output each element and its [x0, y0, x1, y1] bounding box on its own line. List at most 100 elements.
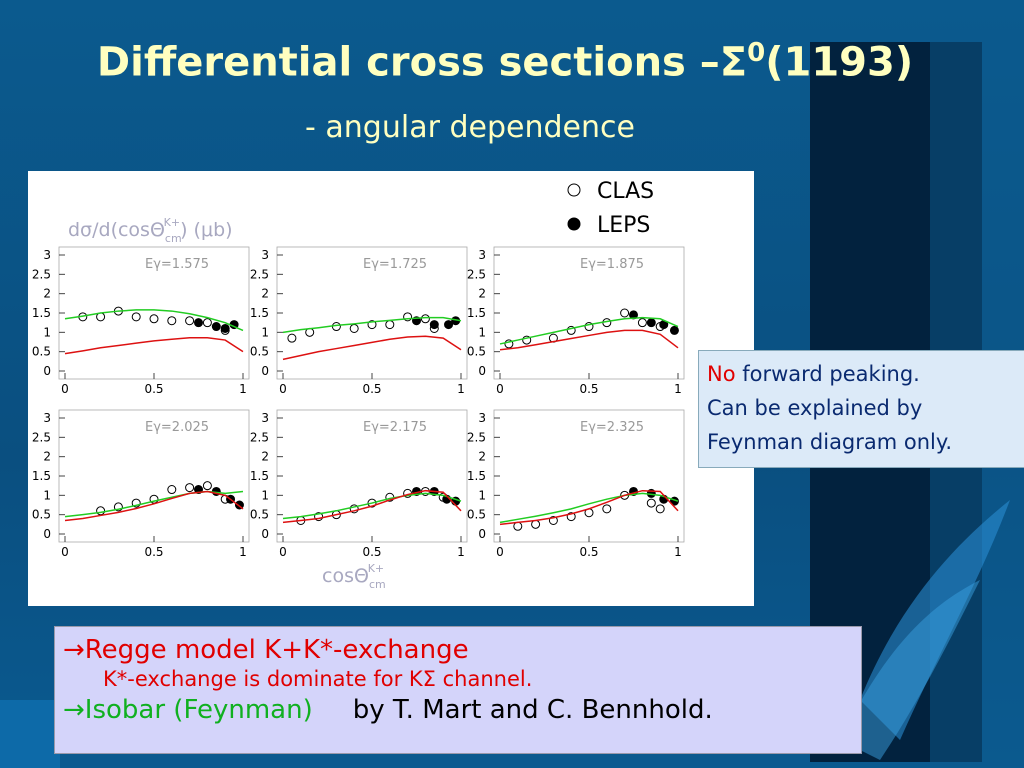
x-tick-label: 0.5 [579, 545, 598, 559]
footer-line: →Isobar (Feynman) by T. Mart and C. Bennh… [63, 695, 853, 725]
model-curve [64, 490, 244, 522]
note-line: Can be explained by [707, 396, 923, 420]
x-tick-label: 0 [279, 545, 287, 559]
note-line: Feynman diagram only. [707, 430, 952, 454]
note-highlight: No [707, 362, 736, 386]
y-tick-label: 2 [478, 450, 486, 464]
y-tick-label: 2 [261, 450, 269, 464]
open-marker [349, 504, 359, 514]
open-marker [202, 481, 212, 491]
open-marker [522, 335, 532, 345]
open-marker [367, 320, 377, 330]
y-tick-label: 3 [478, 248, 486, 262]
y-tick-label: 1.5 [32, 306, 51, 320]
x-tick-label: 0 [496, 382, 504, 396]
x-tick-label: 0 [279, 382, 287, 396]
open-marker [584, 322, 594, 332]
y-tick-label: 1 [261, 488, 269, 502]
y-tick-label: 0.5 [250, 345, 269, 359]
isobar-text: →Isobar (Feynman) [63, 695, 313, 725]
energy-label: Eγ=1.875 [580, 257, 644, 272]
note-line: No forward peaking. [707, 357, 1017, 391]
open-marker [349, 323, 359, 333]
x-tick-label: 0.5 [362, 545, 381, 559]
x-tick-label: 1 [457, 545, 465, 559]
y-tick-label: 1 [43, 325, 51, 339]
y-tick-label: 1.5 [32, 469, 51, 483]
open-marker [314, 512, 324, 522]
x-tick-label: 0 [61, 545, 69, 559]
legend-marker [567, 183, 581, 197]
y-tick-label: 2 [261, 287, 269, 301]
x-axis-label: cosΘcmK+ [322, 562, 386, 591]
kstar-text: K*-exchange is dominate for KΣ channel. [103, 667, 533, 691]
note-box: No forward peaking. Can be explained by … [698, 350, 1024, 468]
open-marker [566, 512, 576, 522]
open-marker [131, 312, 141, 322]
x-tick-label: 0.5 [144, 382, 163, 396]
open-marker [185, 316, 195, 326]
energy-label: Eγ=2.175 [363, 420, 427, 435]
open-marker [513, 521, 523, 531]
y-tick-label: 1 [478, 325, 486, 339]
x-tick-label: 1 [239, 382, 247, 396]
energy-label: Eγ=1.725 [363, 257, 427, 272]
x-tick-label: 1 [457, 382, 465, 396]
x-tick-label: 1 [674, 545, 682, 559]
y-tick-label: 0 [43, 364, 51, 378]
x-tick-label: 0.5 [144, 545, 163, 559]
note-text: forward peaking. [735, 362, 920, 386]
authors-text: by T. Mart and C. Bennhold. [352, 695, 713, 725]
open-marker [620, 308, 630, 318]
y-tick-label: 2.5 [467, 430, 486, 444]
footer-box: →Regge model K+K*-exchange K*-exchange i… [54, 626, 862, 754]
y-tick-label: 3 [261, 411, 269, 425]
y-tick-label: 2.5 [250, 430, 269, 444]
y-tick-label: 1.5 [467, 469, 486, 483]
y-tick-label: 3 [261, 248, 269, 262]
open-marker [566, 325, 576, 335]
open-marker [403, 312, 413, 322]
x-tick-label: 0 [496, 545, 504, 559]
y-tick-label: 1 [478, 488, 486, 502]
y-tick-label: 0 [261, 527, 269, 541]
energy-label: Eγ=2.325 [580, 420, 644, 435]
open-marker [367, 498, 377, 508]
y-tick-label: 0.5 [467, 508, 486, 522]
open-marker [131, 498, 141, 508]
y-tick-label: 2.5 [32, 267, 51, 281]
energy-label: Eγ=1.575 [145, 257, 209, 272]
open-marker [548, 515, 558, 525]
y-axis-label: dσ/d(cosΘcmK+) (μb) [68, 216, 233, 245]
y-tick-label: 0 [478, 364, 486, 378]
legend-marker [567, 217, 581, 231]
open-marker [637, 318, 647, 328]
open-marker [202, 318, 212, 328]
model-curve [499, 492, 679, 524]
y-tick-label: 1.5 [467, 306, 486, 320]
y-tick-label: 2.5 [250, 267, 269, 281]
energy-label: Eγ=2.025 [145, 420, 209, 435]
model-curve [499, 329, 679, 351]
y-tick-label: 1.5 [250, 469, 269, 483]
x-tick-label: 1 [674, 382, 682, 396]
y-tick-label: 0.5 [250, 508, 269, 522]
open-marker [646, 498, 656, 508]
filled-marker [194, 318, 203, 328]
x-tick-label: 0.5 [362, 382, 381, 396]
model-curve [499, 489, 679, 526]
slide-subtitle: - angular dependence [305, 110, 635, 145]
y-tick-label: 2 [43, 287, 51, 301]
y-tick-label: 2.5 [467, 267, 486, 281]
open-marker [655, 504, 665, 514]
filled-marker [444, 320, 454, 330]
open-marker [331, 322, 341, 332]
model-curve [282, 489, 462, 524]
open-marker [602, 504, 612, 514]
model-curve [282, 335, 462, 361]
x-tick-label: 0 [61, 382, 69, 396]
open-marker [149, 314, 159, 324]
open-marker [504, 339, 514, 349]
